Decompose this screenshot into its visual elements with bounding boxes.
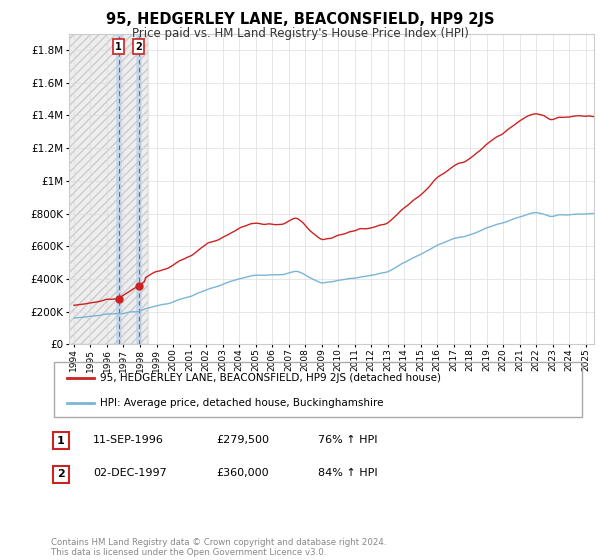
Text: 95, HEDGERLEY LANE, BEACONSFIELD, HP9 2JS: 95, HEDGERLEY LANE, BEACONSFIELD, HP9 2J… (106, 12, 494, 27)
Text: £279,500: £279,500 (216, 435, 269, 445)
Bar (69, 34, 148, 344)
Text: 2: 2 (135, 41, 142, 52)
Text: Contains HM Land Registry data © Crown copyright and database right 2024.
This d: Contains HM Land Registry data © Crown c… (51, 538, 386, 557)
Bar (69, 34, 148, 344)
Text: Price paid vs. HM Land Registry's House Price Index (HPI): Price paid vs. HM Land Registry's House … (131, 27, 469, 40)
Bar (53, 466, 69, 483)
Text: 76% ↑ HPI: 76% ↑ HPI (318, 435, 377, 445)
Text: 1: 1 (115, 41, 122, 52)
Text: £360,000: £360,000 (216, 468, 269, 478)
Text: 2: 2 (57, 469, 65, 479)
Text: 1: 1 (57, 436, 65, 446)
Bar (53, 432, 69, 449)
Text: 95, HEDGERLEY LANE, BEACONSFIELD, HP9 2JS (detached house): 95, HEDGERLEY LANE, BEACONSFIELD, HP9 2J… (100, 373, 442, 382)
Text: HPI: Average price, detached house, Buckinghamshire: HPI: Average price, detached house, Buck… (100, 398, 384, 408)
Text: 84% ↑ HPI: 84% ↑ HPI (318, 468, 377, 478)
Text: 02-DEC-1997: 02-DEC-1997 (93, 468, 167, 478)
Text: 11-SEP-1996: 11-SEP-1996 (93, 435, 164, 445)
